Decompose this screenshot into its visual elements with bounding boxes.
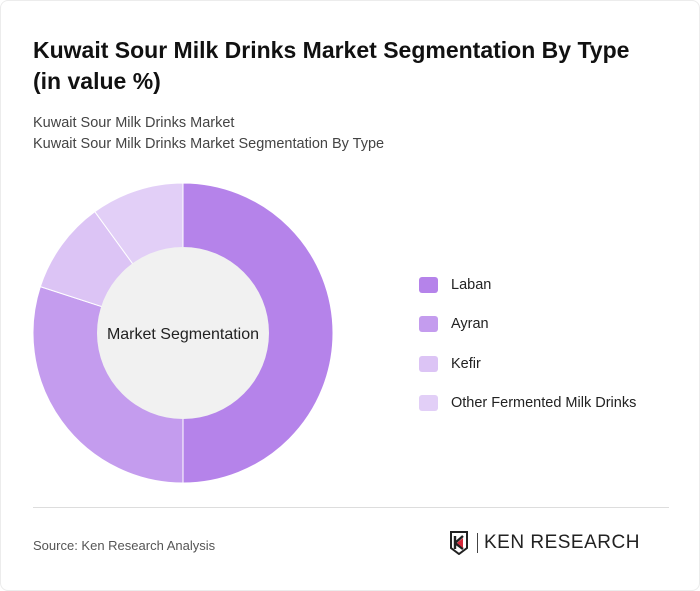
ken-logo-icon — [450, 531, 468, 555]
legend-swatch — [419, 355, 438, 372]
subtitle-segmentation: Kuwait Sour Milk Drinks Market Segmentat… — [33, 136, 385, 152]
legend-item-other: Other Fermented Milk Drinks — [419, 384, 636, 424]
legend-label: Other Fermented Milk Drinks — [451, 395, 637, 412]
subtitle-market: Kuwait Sour Milk Drinks Market — [33, 115, 235, 131]
legend-swatch — [419, 316, 438, 333]
chart-title: Kuwait Sour Milk Drinks Market Segmentat… — [33, 37, 630, 94]
center-label: Market Segmentation — [107, 326, 259, 343]
source-note: Source: Ken Research Analysis — [33, 538, 216, 553]
legend-swatch — [419, 276, 438, 293]
legend-item-ayran: Ayran — [419, 305, 636, 345]
ken-research-logo: KEN RESEARCH — [449, 531, 640, 555]
legend-label: Ayran — [451, 316, 489, 333]
legend: Laban Ayran Kefir Other Fermented Milk D… — [419, 265, 636, 423]
legend-item-laban: Laban — [419, 265, 636, 305]
divider — [33, 507, 669, 508]
donut-hole — [97, 247, 269, 419]
legend-label: Laban — [451, 276, 492, 293]
legend-item-kefir: Kefir — [419, 344, 636, 384]
legend-label: Kefir — [451, 355, 481, 372]
legend-swatch — [419, 395, 438, 412]
logo-text: KEN RESEARCH — [477, 533, 640, 553]
